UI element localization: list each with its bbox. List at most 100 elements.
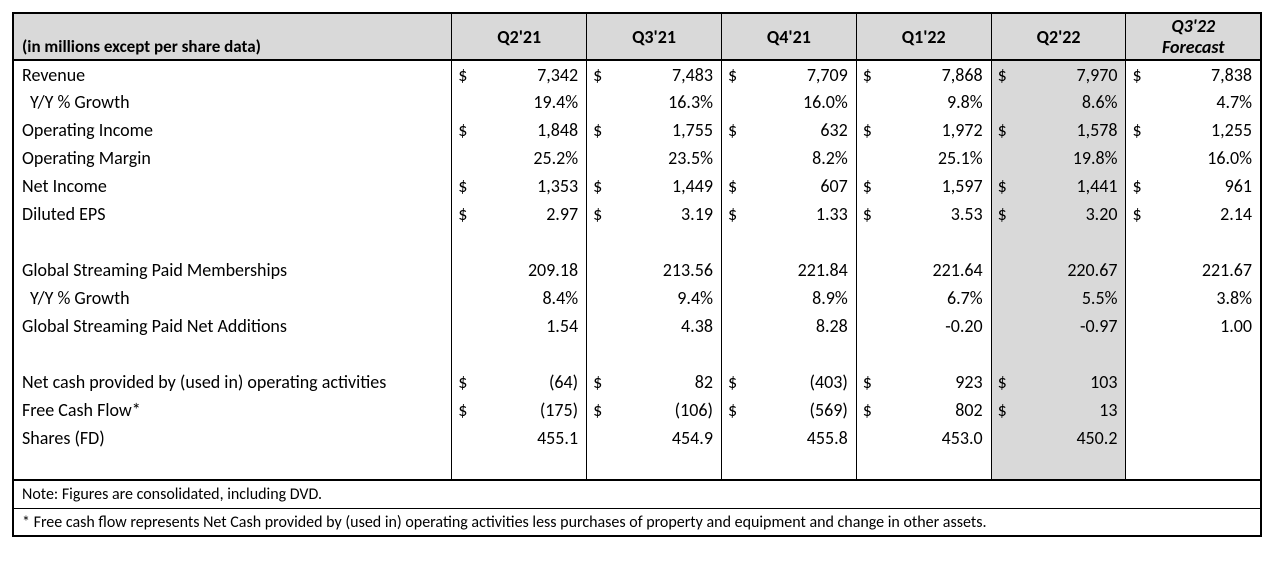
currency-cell: $ — [721, 60, 745, 88]
currency-cell — [856, 88, 880, 116]
spacer-cell — [1126, 452, 1150, 480]
currency-cell: $ — [991, 368, 1015, 396]
spacer-cell — [476, 340, 587, 368]
currency-cell — [991, 284, 1015, 312]
value-cell: 6.7% — [880, 284, 991, 312]
value-cell: 1.54 — [476, 312, 587, 340]
value-cell — [1150, 396, 1261, 424]
currency-cell — [1126, 312, 1150, 340]
currency-cell: $ — [991, 172, 1015, 200]
currency-cell — [721, 144, 745, 172]
spacer-cell — [1015, 228, 1126, 256]
currency-cell — [452, 88, 476, 116]
value-cell: 82 — [611, 368, 722, 396]
value-cell: 221.67 — [1150, 256, 1261, 284]
currency-cell: $ — [1126, 60, 1150, 88]
spacer-cell — [452, 452, 476, 480]
table-row: Net cash provided by (used in) operating… — [13, 368, 1261, 396]
footnote-row: Note: Figures are consolidated, includin… — [13, 480, 1261, 508]
currency-cell: $ — [721, 172, 745, 200]
value-cell: 923 — [880, 368, 991, 396]
footnote-text: * Free cash flow represents Net Cash pro… — [13, 508, 1261, 536]
value-cell: 453.0 — [880, 424, 991, 452]
currency-cell — [452, 144, 476, 172]
value-cell: 220.67 — [1015, 256, 1126, 284]
value-cell: 23.5% — [611, 144, 722, 172]
currency-cell: $ — [991, 116, 1015, 144]
currency-cell: $ — [856, 396, 880, 424]
spacer-cell — [476, 228, 587, 256]
value-cell: 1,972 — [880, 116, 991, 144]
value-cell: -0.20 — [880, 312, 991, 340]
currency-cell — [991, 144, 1015, 172]
value-cell: 455.8 — [746, 424, 857, 452]
currency-cell: $ — [856, 60, 880, 88]
value-cell: 2.97 — [476, 200, 587, 228]
currency-cell: $ — [452, 396, 476, 424]
value-cell: 5.5% — [1015, 284, 1126, 312]
currency-cell: $ — [721, 116, 745, 144]
col-header: Q2'22 — [991, 13, 1126, 60]
currency-cell — [1126, 396, 1150, 424]
value-cell: 1,578 — [1015, 116, 1126, 144]
currency-cell — [452, 424, 476, 452]
currency-cell — [721, 256, 745, 284]
spacer-cell — [13, 340, 452, 368]
value-cell: 3.19 — [611, 200, 722, 228]
value-cell: 1.33 — [746, 200, 857, 228]
currency-cell — [587, 312, 611, 340]
currency-cell — [587, 284, 611, 312]
table-row: Global Streaming Paid Net Additions1.544… — [13, 312, 1261, 340]
value-cell: 607 — [746, 172, 857, 200]
value-cell: 1,755 — [611, 116, 722, 144]
currency-cell — [991, 256, 1015, 284]
currency-cell — [721, 424, 745, 452]
value-cell: 632 — [746, 116, 857, 144]
spacer-cell — [991, 340, 1015, 368]
spacer-cell — [746, 340, 857, 368]
currency-cell: $ — [587, 60, 611, 88]
currency-cell — [991, 424, 1015, 452]
currency-cell — [856, 424, 880, 452]
spacer-cell — [856, 340, 880, 368]
value-cell: 9.4% — [611, 284, 722, 312]
spacer-cell — [721, 452, 745, 480]
value-cell: 7,838 — [1150, 60, 1261, 88]
currency-cell: $ — [856, 116, 880, 144]
table-row: Diluted EPS$2.97$3.19$1.33$3.53$3.20$2.1… — [13, 200, 1261, 228]
value-cell: 3.53 — [880, 200, 991, 228]
header-row: (in millions except per share data) Q2'2… — [13, 13, 1261, 60]
spacer-cell — [1015, 340, 1126, 368]
spacer-cell — [1150, 340, 1261, 368]
row-label: Y/Y % Growth — [13, 88, 452, 116]
currency-cell — [1126, 424, 1150, 452]
spacer-cell — [587, 452, 611, 480]
spacer-cell — [1015, 452, 1126, 480]
spacer-cell — [1150, 452, 1261, 480]
spacer-cell — [856, 228, 880, 256]
spacer-cell — [611, 340, 722, 368]
value-cell: 19.4% — [476, 88, 587, 116]
currency-cell — [1126, 368, 1150, 396]
currency-cell: $ — [587, 172, 611, 200]
currency-cell: $ — [587, 116, 611, 144]
value-cell — [1150, 424, 1261, 452]
col-header: Q2'21 — [452, 13, 587, 60]
value-cell — [1150, 368, 1261, 396]
currency-cell: $ — [587, 396, 611, 424]
value-cell: 9.8% — [880, 88, 991, 116]
table-row: Y/Y % Growth8.4%9.4%8.9%6.7%5.5%3.8% — [13, 284, 1261, 312]
spacer-cell — [1150, 228, 1261, 256]
col-header: Q1'22 — [856, 13, 991, 60]
spacer-cell — [721, 340, 745, 368]
currency-cell: $ — [991, 200, 1015, 228]
value-cell: 3.8% — [1150, 284, 1261, 312]
value-cell: 1,255 — [1150, 116, 1261, 144]
row-label: Free Cash Flow* — [13, 396, 452, 424]
financials-table: (in millions except per share data) Q2'2… — [12, 12, 1262, 537]
value-cell: 450.2 — [1015, 424, 1126, 452]
spacer-cell — [746, 452, 857, 480]
value-cell: 7,709 — [746, 60, 857, 88]
spacer-cell — [13, 452, 452, 480]
currency-cell — [452, 312, 476, 340]
